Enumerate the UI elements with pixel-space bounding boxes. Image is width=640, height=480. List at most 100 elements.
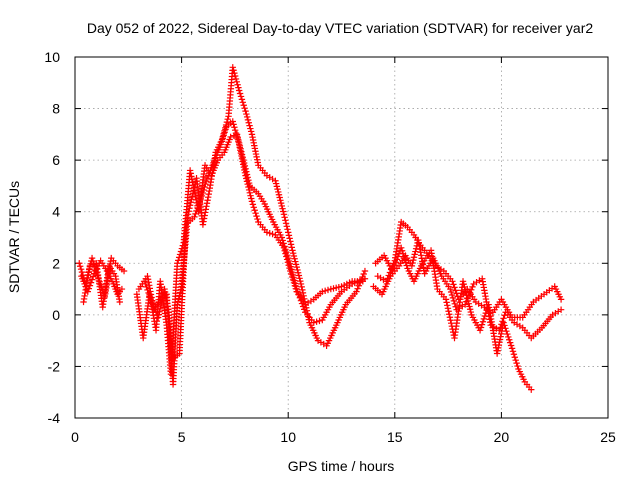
data-point — [449, 294, 457, 302]
data-point — [276, 194, 283, 201]
data-point — [243, 113, 251, 121]
data-point — [466, 303, 473, 310]
data-point — [177, 286, 185, 293]
data-point — [295, 272, 303, 279]
data-point — [282, 220, 290, 227]
data-point — [528, 386, 535, 393]
data-point — [305, 316, 313, 323]
plot-frame — [74, 56, 609, 419]
data-point — [444, 302, 451, 309]
data-point — [247, 128, 255, 135]
x-axis-label: GPS time / hours — [288, 458, 395, 474]
data-point — [92, 266, 99, 274]
data-point — [229, 64, 236, 71]
data-point — [389, 267, 396, 275]
data-point — [244, 174, 251, 181]
data-point — [451, 300, 459, 308]
data-point — [279, 237, 286, 244]
data-point — [278, 202, 286, 210]
data-point — [191, 213, 198, 221]
data-point — [252, 209, 259, 217]
data-point — [249, 201, 257, 208]
data-point — [502, 325, 509, 332]
data-point — [284, 251, 291, 259]
data-point — [238, 96, 246, 103]
data-point — [91, 263, 98, 271]
data-point — [283, 249, 290, 256]
data-point — [289, 271, 297, 279]
data-point — [288, 266, 295, 273]
data-marks — [76, 64, 565, 393]
data-point — [280, 211, 288, 218]
data-point — [240, 102, 247, 109]
data-point — [447, 285, 454, 293]
data-point — [476, 327, 484, 334]
chart-title: Day 052 of 2022, Sidereal Day-to-day VTE… — [87, 20, 593, 36]
data-point — [412, 248, 419, 255]
data-point — [282, 217, 289, 224]
data-point — [186, 205, 193, 212]
data-point — [280, 208, 287, 215]
data-point — [287, 263, 294, 270]
data-point — [188, 173, 195, 180]
data-point — [231, 124, 238, 131]
data-point — [241, 162, 249, 170]
data-point — [250, 204, 257, 211]
data-point — [234, 81, 241, 88]
data-point — [277, 199, 285, 207]
data-point — [187, 170, 194, 177]
data-point — [185, 208, 192, 215]
data-point — [557, 296, 565, 303]
data-point — [305, 313, 312, 320]
data-point — [189, 190, 197, 197]
data-point — [291, 255, 298, 262]
y-tick-label: 2 — [52, 255, 60, 271]
data-point — [235, 87, 243, 94]
data-point — [501, 322, 508, 329]
data-point — [287, 238, 294, 245]
data-point — [242, 107, 249, 115]
data-point — [446, 311, 453, 318]
data-point — [464, 297, 472, 305]
data-point — [233, 78, 240, 86]
data-point — [393, 256, 401, 263]
data-point — [223, 118, 231, 126]
data-point — [360, 270, 367, 278]
data-point — [289, 247, 296, 254]
data-point — [398, 247, 406, 254]
data-point — [235, 136, 242, 144]
data-point — [184, 211, 192, 218]
data-point — [446, 314, 454, 321]
y-tick-label: -4 — [48, 410, 61, 426]
data-point — [285, 232, 293, 239]
data-point — [97, 281, 104, 288]
data-point — [513, 359, 520, 367]
data-point — [239, 154, 246, 161]
data-point — [463, 292, 470, 299]
data-point — [89, 273, 97, 280]
data-point — [234, 134, 241, 141]
data-point — [237, 93, 245, 100]
series-trace-e — [370, 236, 565, 342]
data-point — [355, 282, 363, 289]
data-point — [239, 99, 247, 106]
data-point — [82, 280, 89, 288]
data-point — [84, 272, 91, 279]
data-point — [284, 226, 291, 233]
data-point — [227, 133, 234, 141]
data-point — [294, 269, 302, 276]
data-point — [514, 362, 521, 370]
data-point — [324, 286, 332, 294]
data-point — [285, 229, 292, 236]
data-point — [452, 287, 459, 294]
data-point — [477, 324, 485, 331]
data-point — [297, 297, 305, 304]
data-point — [409, 259, 416, 267]
data-point — [464, 294, 471, 302]
data-point — [445, 308, 452, 315]
data-point — [557, 306, 565, 313]
data-point — [245, 176, 252, 184]
data-point — [245, 179, 253, 187]
data-point — [443, 299, 450, 306]
data-point — [467, 308, 475, 316]
